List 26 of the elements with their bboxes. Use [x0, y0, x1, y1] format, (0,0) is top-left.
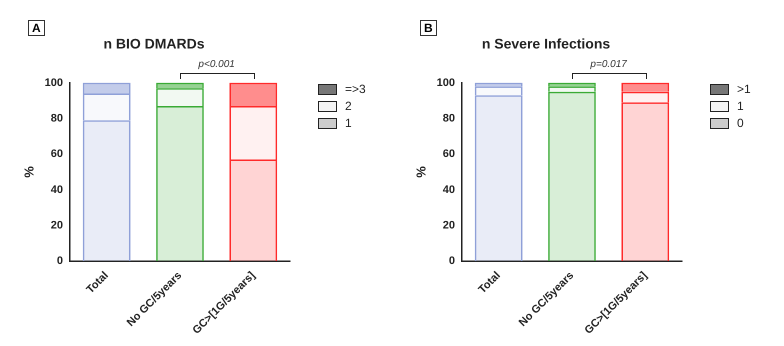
text: 1	[737, 99, 744, 114]
text: B	[420, 20, 437, 36]
y-tick-label: 0	[448, 255, 455, 268]
y-tick-label: 80	[442, 112, 455, 124]
y-tick-label: 100	[436, 76, 455, 89]
text: 2	[345, 99, 352, 114]
chart-title: n BIO DMARDs	[103, 35, 205, 52]
y-tick-label: 100	[44, 76, 63, 89]
text: 1	[345, 116, 352, 130]
y-tick-label: 80	[50, 112, 63, 124]
y-tick-label: 40	[50, 184, 63, 196]
y-axis-title: %	[21, 166, 36, 178]
y-tick-label: 60	[442, 148, 455, 160]
text: =>3	[345, 82, 366, 96]
y-tick-label: 20	[442, 219, 455, 232]
text: 0	[737, 116, 744, 130]
text: A	[28, 20, 45, 36]
text: p=0.017	[590, 58, 627, 70]
y-tick-label: 60	[50, 148, 63, 160]
text: p<0.001	[198, 58, 235, 70]
y-tick-label: 40	[442, 184, 455, 196]
y-tick-label: 20	[50, 219, 63, 232]
y-tick-label: 0	[56, 255, 63, 268]
text: >1	[737, 82, 751, 96]
chart-title: n Severe Infections	[482, 35, 610, 52]
y-axis-title: %	[413, 166, 428, 178]
